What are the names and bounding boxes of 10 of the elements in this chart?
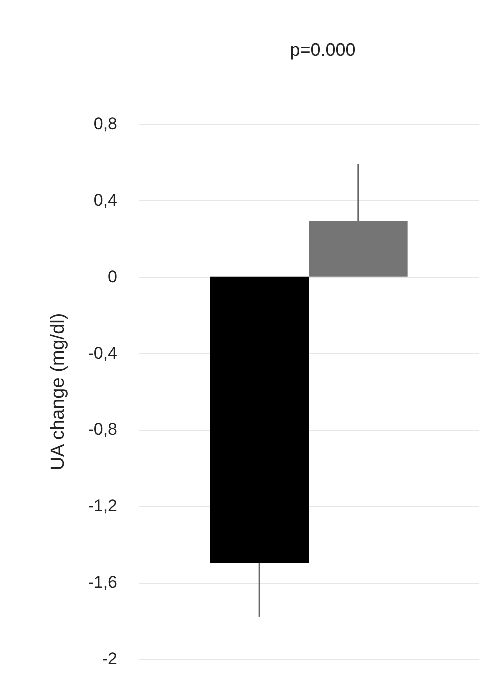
y-axis-title: UA change (mg/dl)	[48, 313, 70, 471]
y-tick-label: 0,8	[94, 114, 118, 134]
y-tick-label: -2	[102, 650, 118, 668]
y-tick-label: -0,8	[88, 420, 118, 440]
text: p=0.000	[290, 40, 356, 60]
y-tick-label: -1,6	[88, 573, 118, 592]
y-tick-label: 0,4	[94, 190, 118, 210]
y-tick-label: 0	[108, 267, 118, 286]
y-tick-label: -0,4	[88, 344, 118, 363]
y-tick-label: -1,2	[88, 496, 118, 516]
